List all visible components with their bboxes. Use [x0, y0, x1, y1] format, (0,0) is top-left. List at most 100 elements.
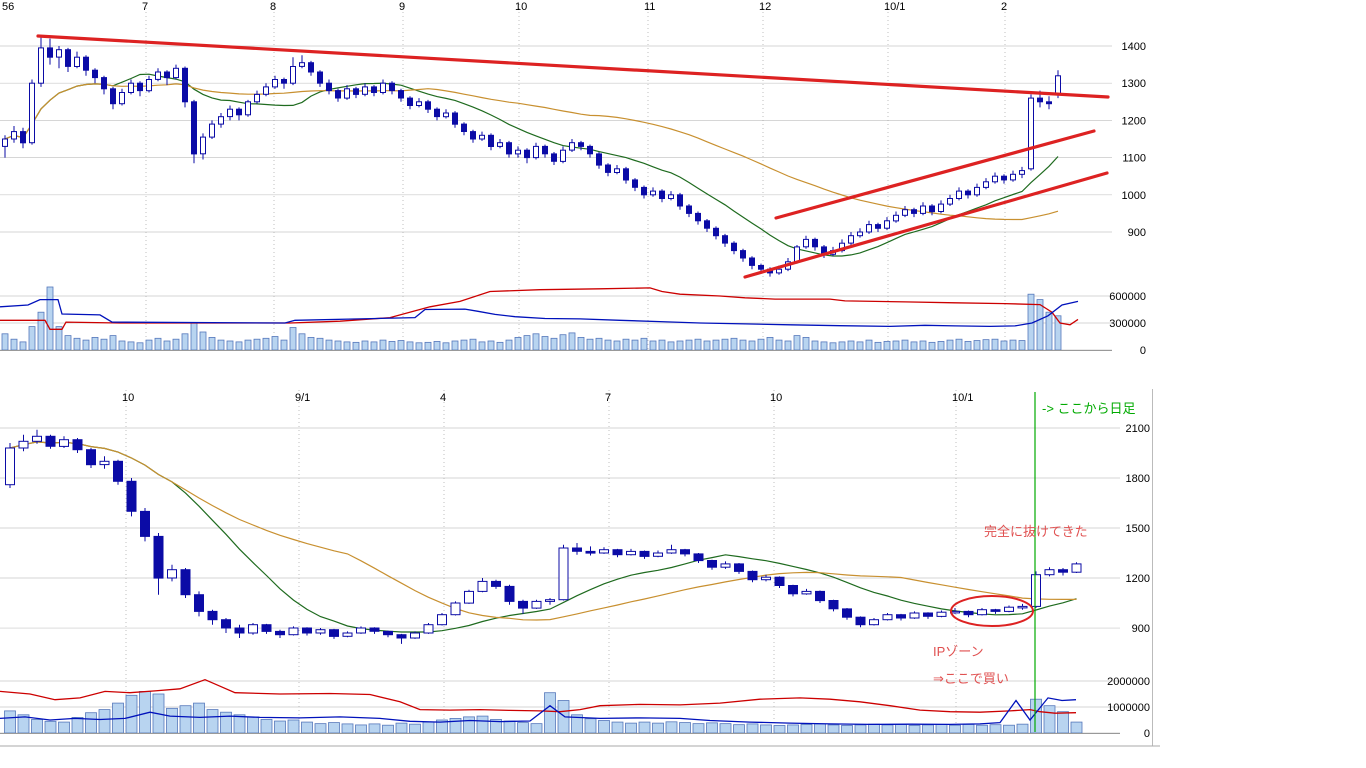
volume-bar	[865, 339, 873, 351]
candle-bullish	[362, 86, 368, 95]
volume-bar	[476, 715, 489, 734]
volume-bar	[71, 717, 84, 734]
volume-bar	[496, 341, 504, 351]
volume-bar	[667, 341, 675, 351]
candle-bullish	[299, 62, 305, 67]
candle-bullish	[315, 629, 326, 634]
volume-bar	[253, 338, 261, 351]
volume-bar	[694, 338, 702, 351]
candle-bearish	[491, 580, 501, 587]
volume-bar	[415, 342, 423, 351]
candle-bullish	[650, 190, 656, 196]
candle-bearish	[308, 62, 314, 73]
volume-bar	[199, 331, 207, 351]
volume-bar	[334, 340, 342, 351]
candle-bullish	[920, 205, 926, 214]
volume-bar	[523, 335, 531, 351]
volume-bar	[19, 341, 27, 351]
candle-bullish	[173, 67, 179, 79]
price-axis-label: 1500	[1126, 523, 1150, 535]
candle-bullish	[477, 580, 488, 592]
volume-bar	[577, 336, 585, 351]
candle-bullish	[342, 632, 353, 637]
volume-bar	[733, 724, 745, 734]
volume-bar	[706, 722, 718, 734]
trend-line	[743, 171, 1109, 279]
candle-bullish	[380, 82, 386, 93]
candle-bearish	[1001, 175, 1007, 181]
volume-bar	[352, 341, 360, 351]
candle-bullish	[18, 440, 29, 449]
volume-bar	[946, 339, 954, 351]
candle-bearish	[207, 610, 218, 621]
volume-bar	[611, 721, 624, 734]
buy-here-label: ⇒ここで買い	[933, 671, 1009, 686]
candle-bullish	[464, 590, 474, 604]
volume-indicator-line-blue	[0, 697, 1077, 726]
candle-bearish	[194, 594, 204, 612]
candle-bullish	[1055, 75, 1061, 95]
price-axis-label: 1000	[1122, 190, 1146, 202]
candle-bearish	[302, 627, 312, 634]
volume-bar	[274, 720, 286, 734]
candle-bullish	[1044, 569, 1055, 576]
candle-bearish	[113, 460, 123, 482]
candle-bullish	[56, 49, 62, 58]
volume-bar	[100, 338, 108, 351]
volume-bar	[325, 339, 333, 351]
candle-bearish	[153, 535, 164, 579]
candle-bearish	[641, 186, 647, 196]
volume-bar	[463, 716, 475, 734]
candle-bullish	[857, 231, 863, 237]
candle-bullish	[479, 134, 485, 140]
candle-bearish	[855, 616, 866, 626]
volume-bar	[901, 339, 909, 351]
volume-bar	[964, 341, 972, 351]
candle-bearish	[398, 90, 404, 99]
volume-bar	[910, 341, 918, 351]
volume-bar	[163, 340, 171, 351]
candle-bearish	[407, 97, 413, 106]
candle-bearish	[20, 131, 26, 144]
volume-bar	[82, 339, 90, 351]
volume-bar	[787, 724, 799, 734]
candle-bullish	[248, 624, 258, 634]
candle-bullish	[450, 602, 461, 616]
volume-bar	[136, 342, 144, 351]
candle-bearish	[234, 627, 245, 634]
candle-bullish	[410, 632, 420, 639]
price-axis-label: 900	[1128, 227, 1146, 239]
volume-bar	[1, 333, 9, 351]
candle-bearish	[47, 47, 53, 58]
candle-bearish	[639, 550, 650, 557]
volume-bar	[638, 721, 651, 734]
volume-bar	[928, 341, 936, 351]
volume-bar	[1030, 698, 1042, 734]
volume-bar	[739, 339, 747, 351]
candle-bullish	[1010, 173, 1016, 181]
volume-bar	[820, 341, 828, 351]
volume-bar	[766, 336, 774, 351]
volume-bar	[793, 335, 801, 351]
volume-bar	[85, 712, 97, 734]
volume-bar	[937, 341, 945, 351]
candle-bearish	[369, 627, 380, 632]
candle-bearish	[747, 570, 758, 581]
candle-bearish	[335, 90, 341, 99]
candle-bearish	[713, 227, 719, 237]
price-axis-label: 900	[1132, 623, 1150, 635]
candle-bearish	[83, 56, 89, 71]
candle-bearish	[693, 553, 704, 562]
x-axis-label: 2	[1001, 1, 1007, 13]
volume-bar	[1000, 340, 1008, 351]
candle-bearish	[180, 569, 191, 596]
price-axis-label: 1100	[1122, 153, 1146, 165]
volume-bar	[316, 337, 324, 351]
candle-bearish	[774, 576, 785, 587]
candle-bearish	[191, 101, 197, 155]
volume-axis-label: 0	[1140, 345, 1146, 357]
volume-bar	[692, 723, 705, 734]
volume-bar	[973, 340, 981, 351]
candle-bearish	[425, 101, 431, 110]
